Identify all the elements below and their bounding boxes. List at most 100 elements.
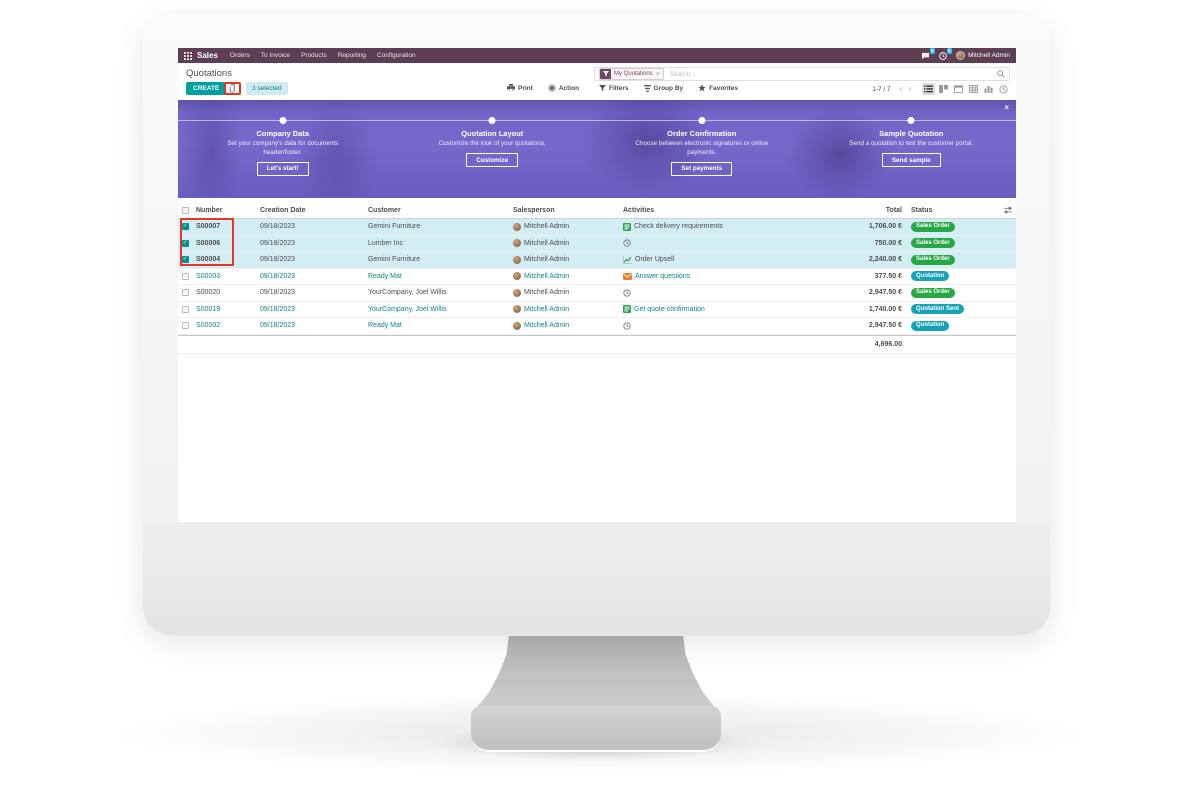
tasks-activity-icon	[623, 222, 631, 231]
pager-range: 1-7 / 7	[872, 85, 891, 93]
row-checkbox[interactable]: ✓	[181, 256, 189, 264]
row-checkbox[interactable]	[181, 289, 189, 297]
menu-products[interactable]: Products	[301, 52, 327, 59]
cell-number: S00003	[196, 272, 221, 280]
user-menu[interactable]: Mitchell Admin	[956, 51, 1010, 60]
favorites-button[interactable]: Favorites	[698, 84, 738, 92]
cell-activity[interactable]	[623, 239, 804, 247]
search-icon[interactable]	[997, 70, 1005, 78]
menu-configuration[interactable]: Configuration	[376, 52, 416, 59]
table-row[interactable]: S00019 09/18/2023 YourCompany, Joel Will…	[178, 301, 1016, 318]
salesperson-avatar	[513, 272, 521, 281]
step-company-data: Company Data Set your company's data for…	[178, 100, 388, 198]
send-sample-button[interactable]: Send sample	[881, 153, 941, 167]
graph-view-button[interactable]	[982, 83, 995, 95]
select-all-checkbox[interactable]	[181, 206, 189, 214]
cell-activity[interactable]: Answer questions	[623, 272, 804, 280]
table-row[interactable]: S00002 09/18/2023 Ready Mat Mitchell Adm…	[178, 318, 1016, 335]
search-options: Filters Group By Favorites	[599, 84, 738, 92]
step-dot	[488, 117, 496, 124]
create-button[interactable]: CREATE	[186, 82, 227, 95]
table-header: Number Creation Date Customer Salesperso…	[178, 202, 1016, 219]
menu-orders[interactable]: Orders	[229, 52, 250, 59]
activities-icon[interactable]: 5	[939, 48, 953, 60]
row-checkbox[interactable]	[181, 322, 189, 330]
table-row[interactable]: S00020 09/18/2023 YourCompany, Joel Will…	[178, 285, 1016, 302]
view-switcher	[922, 83, 1010, 95]
table-row[interactable]: S00003 09/18/2023 Ready Mat Mitchell Adm…	[178, 268, 1016, 285]
selection-sum-row: 4,696.00	[178, 334, 1016, 354]
customize-button[interactable]: Customize	[466, 153, 519, 167]
cell-salesperson: Mitchell Admin	[524, 305, 570, 313]
kanban-view-button[interactable]	[937, 83, 950, 95]
lets-start-button[interactable]: Let's start!	[256, 161, 309, 176]
header-customer[interactable]: Customer	[368, 206, 401, 214]
messages-icon[interactable]: 5	[921, 48, 936, 60]
cell-activity[interactable]	[623, 322, 804, 330]
cell-creation-date: 09/18/2023	[260, 289, 296, 297]
filter-facet-icon	[600, 69, 611, 79]
calendar-view-button[interactable]	[952, 83, 965, 95]
header-number[interactable]: Number	[196, 206, 223, 214]
messages-badge: 5	[929, 48, 936, 54]
row-checkbox[interactable]	[181, 305, 189, 313]
print-button[interactable]: Print	[507, 84, 533, 92]
record-actions: Print Action	[507, 84, 579, 92]
optional-columns-icon[interactable]	[1000, 206, 1016, 214]
set-payments-button[interactable]: Set payments	[671, 161, 733, 176]
cell-customer: Gemini Furniture	[368, 223, 421, 231]
favorites-label: Favorites	[709, 84, 739, 92]
header-total[interactable]: Total	[885, 206, 902, 214]
list-view-button[interactable]	[922, 83, 935, 95]
header-salesperson[interactable]: Salesperson	[513, 206, 555, 214]
pager-next-icon[interactable]: ›	[908, 84, 911, 93]
app-brand[interactable]: Sales	[197, 51, 218, 60]
search-placeholder: Search...	[669, 70, 696, 78]
menubar-right: 5 5 Mitchell Admin	[921, 48, 1010, 60]
pager-prev-icon[interactable]: ‹	[899, 84, 903, 93]
cell-activity[interactable]: Order Upsell	[623, 256, 804, 264]
screen: Sales Orders To Invoice Products Reporti…	[178, 48, 1016, 522]
step-dot	[279, 117, 287, 124]
filters-button[interactable]: Filters	[599, 84, 629, 92]
export-paperclip-button[interactable]	[224, 82, 241, 95]
menu-reporting[interactable]: Reporting	[337, 52, 366, 59]
header-activities[interactable]: Activities	[623, 206, 655, 214]
cell-activity[interactable]: Check delivery requirements	[623, 222, 804, 231]
cell-salesperson: Mitchell Admin	[524, 322, 570, 330]
search-facet[interactable]: My Quotations ×	[599, 68, 664, 80]
selection-sum: 4,696.00	[874, 340, 902, 348]
step-description: Choose between electronic signatures or …	[635, 140, 769, 156]
row-checkbox[interactable]: ✓	[181, 223, 189, 231]
group-by-button[interactable]: Group By	[643, 84, 683, 92]
row-checkbox[interactable]	[181, 272, 189, 280]
cell-activity[interactable]	[623, 289, 804, 297]
header-status[interactable]: Status	[911, 206, 933, 214]
salesperson-avatar	[513, 288, 521, 297]
menu-to-invoice[interactable]: To Invoice	[260, 52, 291, 59]
header-creation-date[interactable]: Creation Date	[260, 206, 306, 214]
apps-grid-icon[interactable]	[184, 51, 192, 60]
search-input[interactable]: My Quotations × Search...	[594, 67, 1010, 81]
user-name: Mitchell Admin	[968, 52, 1010, 59]
quotations-table: Number Creation Date Customer Salesperso…	[178, 202, 1016, 354]
step-dot	[907, 117, 915, 124]
cell-creation-date: 09/18/2023	[260, 322, 296, 330]
action-button[interactable]: Action	[548, 84, 579, 92]
tasks-activity-icon	[623, 305, 631, 314]
cell-number: S00020	[196, 289, 221, 297]
table-row[interactable]: ✓ S00004 09/18/2023 Gemini Furniture Mit…	[178, 252, 1016, 269]
step-title: Quotation Layout	[461, 129, 524, 138]
row-checkbox[interactable]: ✓	[181, 239, 189, 247]
table-row[interactable]: ✓ S00006 09/18/2023 Lumber Inc Mitchell …	[178, 235, 1016, 252]
pivot-view-button[interactable]	[967, 83, 980, 95]
cell-activity[interactable]: Get quote confirmation	[623, 305, 804, 314]
salesperson-avatar	[513, 321, 521, 330]
table-row[interactable]: ✓ S00007 09/18/2023 Gemini Furniture Mit…	[178, 219, 1016, 236]
monitor-chin	[143, 522, 1050, 635]
cell-salesperson: Mitchell Admin	[524, 289, 570, 297]
facet-remove-icon[interactable]: ×	[655, 69, 663, 79]
banner-close-icon[interactable]: ×	[1004, 103, 1009, 112]
activity-view-button[interactable]	[997, 83, 1010, 95]
